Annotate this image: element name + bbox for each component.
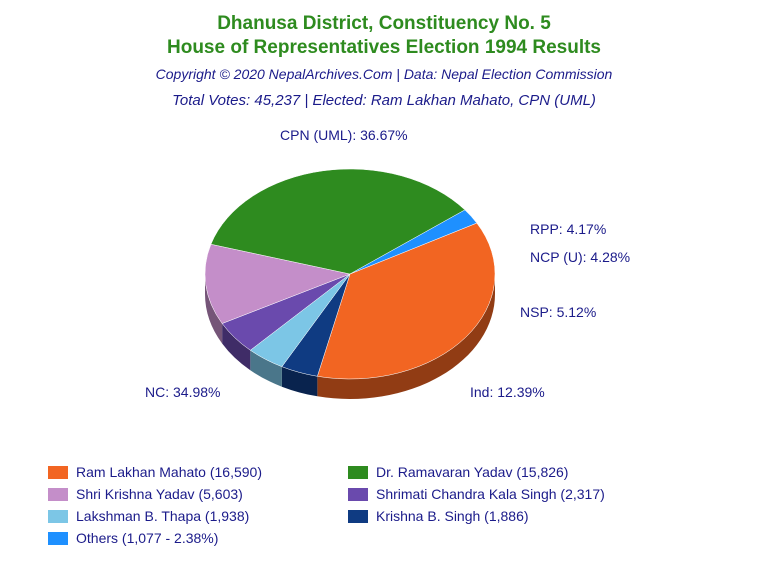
pie-wrap xyxy=(205,164,495,394)
slice-label: NCP (U): 4.28% xyxy=(530,249,630,265)
title-line-2: House of Representatives Election 1994 R… xyxy=(0,36,768,60)
legend-text: Ram Lakhan Mahato (16,590) xyxy=(76,464,262,480)
slice-label: NSP: 5.12% xyxy=(520,304,596,320)
chart-header: Dhanusa District, Constituency No. 5 Hou… xyxy=(0,0,768,109)
legend-swatch xyxy=(48,466,68,479)
legend-item: Others (1,077 - 2.38%) xyxy=(48,530,348,546)
legend-swatch xyxy=(348,488,368,501)
slice-label: RPP: 4.17% xyxy=(530,221,606,237)
legend-item: Shrimati Chandra Kala Singh (2,317) xyxy=(348,486,648,502)
legend-text: Shri Krishna Yadav (5,603) xyxy=(76,486,243,502)
slice-label: CPN (UML): 36.67% xyxy=(280,127,408,143)
title-line-1: Dhanusa District, Constituency No. 5 xyxy=(0,12,768,36)
legend-text: Dr. Ramavaran Yadav (15,826) xyxy=(376,464,568,480)
legend-swatch xyxy=(348,466,368,479)
legend-swatch xyxy=(48,532,68,545)
legend: Ram Lakhan Mahato (16,590) Dr. Ramavaran … xyxy=(48,464,728,552)
legend-item: Shri Krishna Yadav (5,603) xyxy=(48,486,348,502)
copyright-text: Copyright © 2020 NepalArchives.Com | Dat… xyxy=(0,66,768,82)
pie-svg xyxy=(205,164,495,404)
legend-text: Shrimati Chandra Kala Singh (2,317) xyxy=(376,486,605,502)
summary-text: Total Votes: 45,237 | Elected: Ram Lakha… xyxy=(0,92,768,109)
legend-swatch xyxy=(48,488,68,501)
slice-label: Ind: 12.39% xyxy=(470,384,545,400)
pie-chart-area: CPN (UML): 36.67% RPP: 4.17% NCP (U): 4.28… xyxy=(0,109,768,439)
legend-item: Dr. Ramavaran Yadav (15,826) xyxy=(348,464,648,480)
legend-text: Krishna B. Singh (1,886) xyxy=(376,508,529,524)
legend-item: Lakshman B. Thapa (1,938) xyxy=(48,508,348,524)
legend-swatch xyxy=(348,510,368,523)
slice-label: NC: 34.98% xyxy=(145,384,220,400)
legend-swatch xyxy=(48,510,68,523)
legend-text: Lakshman B. Thapa (1,938) xyxy=(76,508,249,524)
legend-item: Krishna B. Singh (1,886) xyxy=(348,508,648,524)
legend-item: Ram Lakhan Mahato (16,590) xyxy=(48,464,348,480)
legend-text: Others (1,077 - 2.38%) xyxy=(76,530,218,546)
